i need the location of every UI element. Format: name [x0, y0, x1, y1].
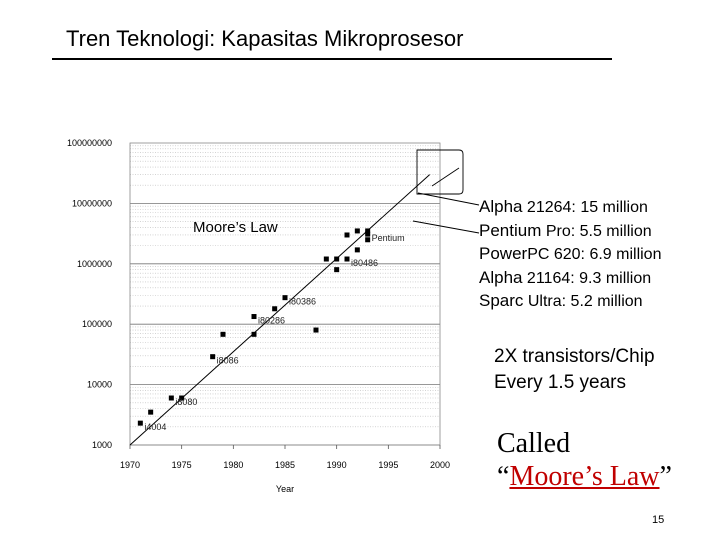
- data-point: [313, 327, 319, 333]
- data-point: [137, 420, 143, 426]
- y-tick-label: 1000: [92, 440, 112, 450]
- fact-line: PowerPC 620: 6.9 million: [479, 243, 661, 267]
- callout-box: [416, 149, 464, 195]
- y-tick-label: 100000000: [67, 138, 112, 148]
- data-point: [344, 232, 350, 238]
- data-point: [210, 354, 216, 360]
- x-tick-label: 1995: [378, 460, 398, 470]
- y-tick-label: 10000: [87, 380, 112, 390]
- called-word: Called: [497, 428, 571, 459]
- fact-model: Pentium: [479, 220, 542, 240]
- data-point: [334, 267, 340, 273]
- data-point: [334, 256, 340, 262]
- fact-detail: PC 620: 6.9 million: [527, 246, 662, 263]
- callout-pointer: [431, 167, 460, 187]
- callout-leader: [417, 192, 480, 206]
- point-label: i4004: [144, 422, 166, 432]
- x-tick-label: 1990: [327, 460, 347, 470]
- x-tick-label: 1975: [172, 460, 192, 470]
- x-axis-label: Year: [276, 484, 294, 494]
- moores-law-link[interactable]: Moore’s Law: [509, 461, 660, 492]
- fact-detail: Ultra: 5.2 million: [523, 293, 643, 310]
- data-point: [365, 237, 371, 243]
- processor-facts: Alpha 21264: 15 million Pentium Pro: 5.5…: [479, 196, 661, 314]
- fact-line: Pentium Pro: 5.5 million: [479, 220, 661, 244]
- data-point: [365, 228, 371, 234]
- fact-line: Sparc Ultra: 5.2 million: [479, 290, 661, 314]
- data-point: [272, 306, 278, 312]
- fact-detail: Pro: 5.5 million: [541, 222, 652, 240]
- callout-leader: [412, 220, 480, 234]
- doubling-line-2: Every 1.5 years: [494, 372, 626, 393]
- point-label: i80386: [289, 297, 316, 307]
- fact-model: Power: [479, 244, 528, 263]
- point-label: i80486: [351, 258, 378, 268]
- title-divider: [52, 58, 612, 60]
- y-tick-label: 1000000: [77, 259, 112, 269]
- data-point: [365, 231, 371, 237]
- fact-model: Alpha: [479, 197, 523, 216]
- chart-grid: [130, 145, 440, 446]
- data-point: [148, 409, 154, 415]
- point-label: i8086: [217, 356, 239, 366]
- fact-detail: 21264: 15 million: [522, 199, 648, 216]
- x-tick-label: 1985: [275, 460, 295, 470]
- point-label: Pentium: [372, 233, 405, 243]
- data-point: [282, 295, 288, 301]
- y-tick-label: 10000000: [72, 198, 112, 208]
- fact-line: Alpha 21264: 15 million: [479, 196, 661, 220]
- doubling-statement: 2X transistors/Chip Every 1.5 years: [494, 344, 655, 396]
- trend-line-label: Moore’s Law: [193, 219, 278, 236]
- fact-line: Alpha 21164: 9.3 million: [479, 267, 661, 291]
- fact-detail: 21164: 9.3 million: [522, 269, 652, 287]
- slide-title: Tren Teknologi: Kapasitas Mikroprosesor: [66, 26, 464, 51]
- data-point: [220, 331, 226, 337]
- data-point: [251, 314, 257, 320]
- data-point: [344, 256, 350, 262]
- close-quote: ”: [659, 461, 672, 492]
- data-point: [323, 256, 329, 262]
- y-tick-label: 100000: [82, 319, 112, 329]
- fact-model: Alpha: [479, 267, 523, 287]
- point-label: i80286: [258, 316, 285, 326]
- page-number: 15: [652, 514, 665, 526]
- called-quote: “Moore’s Law”: [497, 460, 672, 493]
- fact-model: Sparc: [479, 291, 524, 310]
- data-point: [354, 247, 360, 253]
- open-quote: “: [497, 461, 510, 492]
- doubling-line-1: 2X transistors/Chip: [494, 346, 655, 367]
- data-point: [251, 331, 257, 337]
- x-tick-label: 2000: [430, 460, 450, 470]
- callout-group: [412, 149, 480, 234]
- chart-axes: 1000 10000 100000 1000000 10000000 100000000 1…: [67, 138, 450, 494]
- x-tick-label: 1980: [223, 460, 243, 470]
- data-point: [354, 228, 360, 234]
- called-moores-law: Called “Moore’s Law”: [497, 427, 672, 493]
- data-point: [168, 395, 174, 401]
- point-label: i8080: [175, 397, 197, 407]
- x-tick-label: 1970: [120, 460, 140, 470]
- data-point: [179, 395, 185, 401]
- data-points: [137, 228, 371, 426]
- chart-labels: i4004 i8080 i8086 i80286 i80386 i80486 Pentium: [144, 233, 404, 432]
